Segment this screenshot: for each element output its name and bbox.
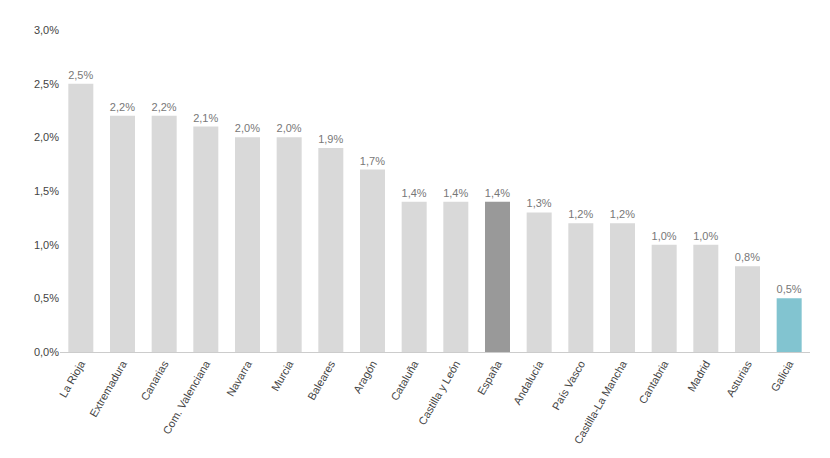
svg-text:Canarias: Canarias [138, 358, 171, 403]
svg-text:0,5%: 0,5% [777, 283, 802, 295]
svg-text:1,3%: 1,3% [527, 197, 552, 209]
svg-text:1,9%: 1,9% [318, 133, 343, 145]
svg-text:0,5%: 0,5% [34, 292, 59, 304]
svg-text:Castilla-La Mancha: Castilla-La Mancha [572, 358, 630, 446]
svg-text:Navarra: Navarra [224, 358, 254, 399]
svg-text:2,2%: 2,2% [152, 101, 177, 113]
svg-text:Aragón: Aragón [351, 358, 379, 395]
svg-text:Baleares: Baleares [305, 358, 337, 402]
svg-text:Castilla y León: Castilla y León [416, 358, 462, 426]
svg-text:La Rioja: La Rioja [57, 358, 88, 400]
svg-text:Com. Valenciana: Com. Valenciana [160, 358, 212, 437]
svg-text:País Vasco: País Vasco [550, 358, 588, 411]
svg-text:Cantabria: Cantabria [636, 358, 671, 406]
svg-text:Galicia: Galicia [768, 358, 796, 394]
svg-text:1,0%: 1,0% [693, 230, 718, 242]
svg-text:2,0%: 2,0% [34, 131, 59, 143]
svg-text:Asturias: Asturias [724, 358, 755, 399]
svg-text:Extremadura: Extremadura [87, 358, 129, 419]
svg-text:1,0%: 1,0% [652, 230, 677, 242]
svg-text:1,0%: 1,0% [34, 239, 59, 251]
svg-text:1,4%: 1,4% [402, 187, 427, 199]
svg-text:Andalucía: Andalucía [511, 358, 546, 407]
svg-text:2,0%: 2,0% [277, 122, 302, 134]
svg-text:1,2%: 1,2% [568, 208, 593, 220]
svg-text:1,5%: 1,5% [34, 185, 59, 197]
svg-text:2,0%: 2,0% [235, 122, 260, 134]
svg-text:Murcia: Murcia [269, 358, 296, 393]
svg-text:3,0%: 3,0% [34, 24, 59, 36]
svg-text:Madrid: Madrid [685, 358, 712, 393]
svg-text:1,7%: 1,7% [360, 155, 385, 167]
svg-text:1,2%: 1,2% [610, 208, 635, 220]
svg-text:2,2%: 2,2% [110, 101, 135, 113]
svg-text:0,0%: 0,0% [34, 346, 59, 358]
svg-text:2,5%: 2,5% [68, 69, 93, 81]
svg-text:1,4%: 1,4% [485, 187, 510, 199]
svg-text:España: España [475, 358, 504, 397]
svg-text:Cataluña: Cataluña [388, 358, 421, 403]
svg-text:2,5%: 2,5% [34, 78, 59, 90]
svg-text:1,4%: 1,4% [443, 187, 468, 199]
svg-text:2,1%: 2,1% [193, 112, 218, 124]
svg-text:0,8%: 0,8% [735, 251, 760, 263]
